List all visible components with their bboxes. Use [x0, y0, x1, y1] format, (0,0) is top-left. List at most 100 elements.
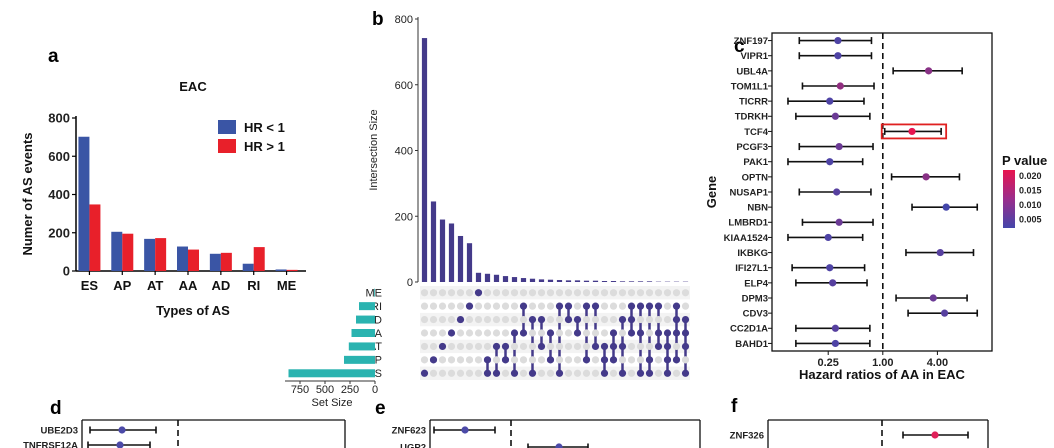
matrix-dot-empty: [564, 289, 573, 297]
matrix-dot-empty: [510, 315, 519, 324]
x-tick-label: AA: [179, 278, 198, 293]
matrix-dot-active: [564, 302, 573, 310]
matrix-dot-active: [573, 315, 582, 324]
legend-colorbar: [1003, 170, 1015, 228]
matrix-dot-empty: [618, 302, 627, 310]
y-axis-title: Numer of AS events: [20, 132, 35, 255]
gene-label: VIPR1: [741, 51, 769, 62]
matrix-dot-active: [672, 329, 681, 337]
gene-label: OPTN: [742, 172, 769, 183]
matrix-dot-active: [555, 369, 564, 377]
matrix-dot-empty: [627, 356, 636, 364]
matrix-dot-active: [654, 302, 663, 310]
gene-label: LMBRD1: [728, 218, 768, 229]
matrix-dot-empty: [672, 342, 681, 351]
hr-point: [929, 294, 937, 302]
matrix-dot-active: [492, 369, 501, 377]
hr-point: [835, 218, 843, 226]
matrix-dot-empty: [429, 302, 438, 310]
matrix-dot-empty: [564, 356, 573, 364]
matrix-dot-empty: [618, 329, 627, 337]
matrix-dot-empty: [483, 329, 492, 337]
x-tick-label: ME: [277, 278, 297, 293]
set-size-bar: [288, 369, 375, 378]
matrix-dot-active: [681, 315, 690, 324]
intersection-bar: [529, 278, 536, 282]
matrix-dot-empty: [510, 342, 519, 351]
panels-def-partial: UBE2D3 TNFRSF12A ZNF623 UGP2 ZNF326: [23, 419, 989, 448]
matrix-dot-empty: [447, 289, 456, 297]
set-size-bar: [344, 355, 375, 364]
matrix-dot-active: [663, 329, 672, 337]
matrix-dot-empty: [483, 289, 492, 297]
matrix-dot-active: [537, 342, 546, 351]
matrix-dot-empty: [447, 369, 456, 377]
panel-label-e: e: [375, 398, 386, 419]
matrix-dot-active: [645, 302, 654, 310]
matrix-dot-empty: [582, 315, 591, 324]
set-size-bar: [348, 342, 375, 351]
matrix-dot-empty: [528, 342, 537, 351]
matrix-dot-empty: [600, 302, 609, 310]
set-size-bar: [356, 315, 375, 324]
intersection-bar: [430, 201, 437, 282]
matrix-dot-empty: [465, 329, 474, 337]
bar-ES-hr-gt-1: [89, 204, 101, 271]
intersection-bar: [610, 281, 617, 282]
gene-label: DPM3: [742, 293, 768, 304]
matrix-dot-empty: [420, 329, 429, 337]
matrix-dot-empty: [465, 315, 474, 324]
hr-point: [925, 67, 933, 75]
matrix-dot-active: [663, 356, 672, 364]
matrix-dot-active: [465, 302, 474, 310]
matrix-dot-active: [447, 329, 456, 337]
chart-title: EAC: [179, 79, 207, 94]
matrix-dot-active: [627, 315, 636, 324]
matrix-dot-empty: [591, 329, 600, 337]
matrix-dot-active: [510, 369, 519, 377]
matrix-dot-empty: [429, 369, 438, 377]
matrix-dot-active: [627, 302, 636, 310]
hr-point: [826, 264, 834, 272]
matrix-dot-empty: [465, 369, 474, 377]
matrix-dot-active: [618, 369, 627, 377]
intersection-bar: [547, 279, 554, 282]
intersection-bar: [421, 38, 428, 282]
matrix-dot-empty: [528, 302, 537, 310]
x-tick-label: AP: [113, 278, 131, 293]
matrix-dot-empty: [474, 342, 483, 351]
matrix-dot-empty: [420, 302, 429, 310]
hr-point: [831, 112, 839, 120]
intersection-bar: [646, 281, 653, 282]
hr-point: [829, 279, 837, 287]
hr-point: [826, 158, 834, 166]
x-axis-title: Types of AS: [156, 303, 230, 318]
intersection-bar: [457, 235, 464, 282]
matrix-dot-empty: [483, 342, 492, 351]
matrix-dot-empty: [510, 356, 519, 364]
bar-ES-hr-lt-1: [78, 136, 90, 271]
matrix-dot-empty: [519, 342, 528, 351]
y-axis-title: Gene: [704, 176, 719, 209]
matrix-dot-empty: [474, 302, 483, 310]
bar-AA-hr-lt-1: [177, 246, 188, 271]
legend-tick-label: 0.010: [1019, 200, 1042, 210]
matrix-dot-empty: [546, 289, 555, 297]
gene-label: UGP2: [400, 442, 426, 448]
gene-label: NUSAP1: [729, 187, 768, 198]
legend-title: P value: [1002, 153, 1047, 168]
matrix-dot-empty: [627, 369, 636, 377]
x-tick-label: 4.00: [927, 357, 948, 369]
matrix-dot-empty: [420, 315, 429, 324]
hr-point: [836, 82, 844, 90]
matrix-dot-active: [636, 302, 645, 310]
intersection-bar: [538, 279, 545, 282]
set-size-bar: [351, 329, 375, 337]
matrix-dot-empty: [447, 342, 456, 351]
matrix-dot-empty: [474, 315, 483, 324]
matrix-dot-empty: [618, 289, 627, 297]
x-tick-label: AT: [147, 278, 163, 293]
matrix-dot-empty: [582, 329, 591, 337]
gene-label: PCGF3: [736, 142, 768, 153]
matrix-dot-empty: [438, 289, 447, 297]
